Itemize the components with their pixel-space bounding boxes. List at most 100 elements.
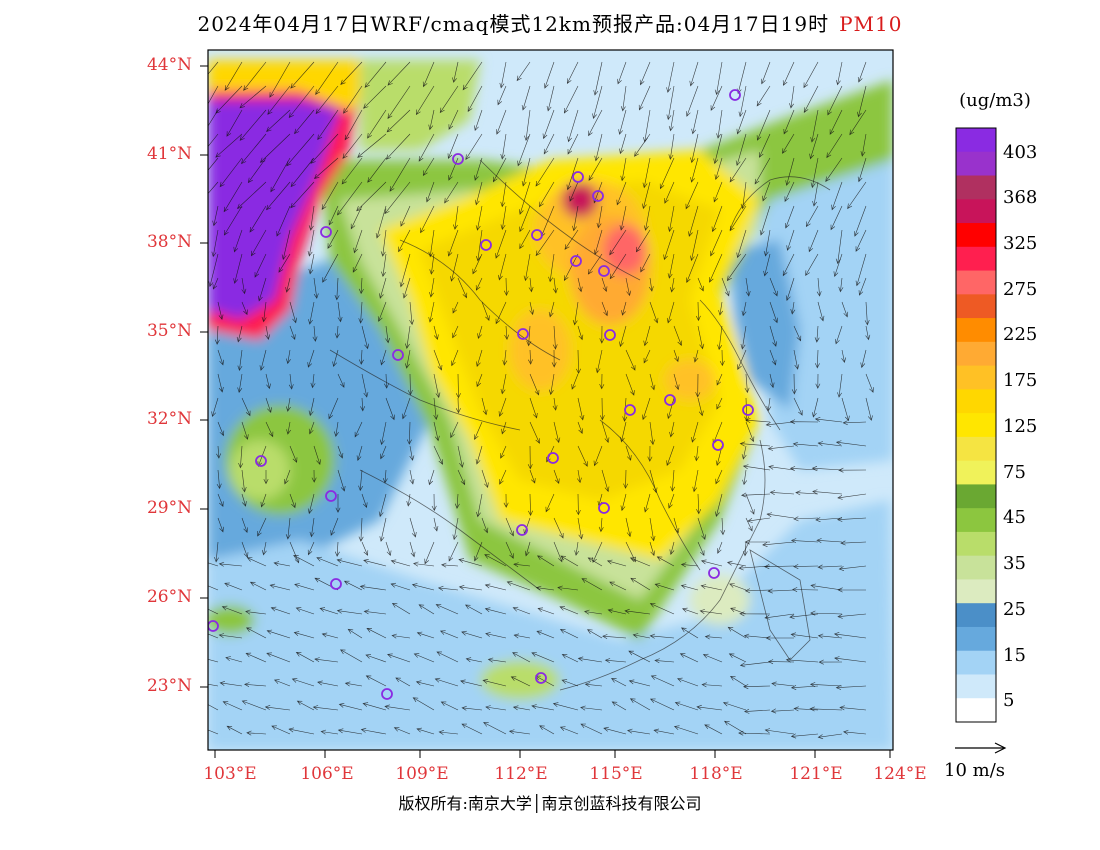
wind-arrow (619, 325, 627, 348)
wind-arrow (575, 493, 581, 516)
wind-arrow (208, 704, 219, 711)
wind-arrow (474, 421, 483, 441)
wind-arrow (729, 157, 747, 183)
wind-arrow (649, 421, 655, 446)
wind-arrow (809, 682, 843, 687)
wind-arrow (407, 373, 413, 396)
legend-swatch (956, 674, 996, 699)
wind-arrow (484, 554, 507, 567)
wind-arrow (542, 109, 555, 140)
wind-arrow (379, 517, 387, 542)
station-marker (255, 455, 267, 467)
lat-label-29: 29°N (146, 498, 192, 518)
wind-arrow (308, 397, 315, 417)
wind-arrow (265, 325, 271, 340)
wind-arrow (399, 253, 411, 288)
wind-arrow (216, 445, 221, 459)
wind-arrow (738, 730, 771, 736)
wind-arrow (745, 517, 753, 532)
wind-arrow (258, 277, 267, 302)
wind-arrow (208, 562, 219, 567)
wind-arrow (771, 681, 795, 687)
wind-arrow (337, 301, 343, 323)
wind-arrow (747, 517, 771, 523)
lat-label-23: 23°N (146, 676, 192, 696)
wind-arrow (406, 421, 412, 445)
wind-arrow (726, 253, 747, 282)
wind-arrow (642, 157, 651, 189)
wind-arrow (803, 61, 819, 89)
wind-arrow (254, 253, 267, 278)
wind-arrow (668, 109, 675, 132)
wind-arrow (691, 421, 699, 443)
wind-arrow (625, 445, 632, 461)
wind-arrow (686, 85, 699, 117)
wind-arrow (246, 730, 267, 736)
wind-arrow (674, 701, 699, 711)
wind-arrow (739, 441, 771, 447)
wind-arrow (670, 469, 676, 492)
wind-arrow (269, 583, 291, 591)
wind-arrow (722, 701, 747, 711)
wind-arrow (745, 418, 771, 423)
wind-arrow (223, 205, 243, 236)
wind-arrow (381, 253, 387, 277)
wind-arrow (610, 678, 627, 687)
station-marker (452, 153, 464, 165)
lon-label-121: 121°E (789, 764, 843, 784)
legend-swatch (956, 460, 996, 485)
wind-arrow (810, 109, 819, 143)
wind-arrow (334, 325, 340, 339)
wind-arrow (215, 133, 243, 158)
wind-arrow (548, 373, 555, 396)
wind-arrow (516, 61, 531, 82)
wind-arrow (512, 652, 531, 663)
wind-arrow (827, 85, 843, 116)
wind-arrow (208, 729, 219, 735)
wind-arrow (450, 253, 459, 282)
wind-arrow (764, 613, 795, 620)
station-marker (712, 439, 724, 451)
wind-arrow (721, 277, 730, 297)
wind-arrow (328, 397, 339, 420)
wind-arrow (343, 85, 363, 114)
wind-arrow (236, 181, 267, 209)
wind-arrow (701, 682, 723, 688)
legend-swatch (956, 341, 996, 367)
wind-arrow (521, 85, 531, 111)
wind-arrow (208, 683, 219, 687)
wind-arrow (500, 205, 507, 230)
wind-arrow (475, 205, 483, 231)
wind-arrow (422, 157, 435, 176)
wind-arrow (576, 349, 581, 374)
wind-arrow (744, 588, 771, 594)
wind-arrow (481, 517, 489, 534)
wind-arrow (347, 628, 363, 639)
wind-reference-arrow (955, 742, 1007, 754)
station-marker (381, 688, 393, 700)
wind-arrow (313, 277, 319, 299)
wind-arrow (691, 109, 699, 135)
wind-arrow (266, 629, 291, 639)
wind-arrow (692, 469, 699, 493)
wind-arrow (809, 133, 819, 160)
wind-arrow (792, 587, 819, 592)
wind-arrow (484, 607, 507, 615)
wind-arrow (505, 541, 514, 559)
wind-arrow (715, 493, 723, 517)
wind-arrow (793, 397, 803, 416)
wind-arrow (286, 421, 292, 435)
wind-arrow (702, 653, 723, 663)
wind-arrow (784, 181, 795, 203)
wind-arrow (439, 630, 459, 639)
wind-arrow (790, 733, 819, 739)
lon-label-118: 118°E (689, 764, 743, 784)
wind-arrow (387, 61, 411, 86)
wind-arrow (543, 133, 555, 155)
wind-arrow (559, 606, 579, 615)
wind-arrow (769, 277, 778, 297)
wind-arrow (513, 562, 531, 568)
wind-arrow (577, 325, 584, 341)
wind-arrow (649, 603, 675, 615)
wind-arrow (745, 421, 755, 443)
